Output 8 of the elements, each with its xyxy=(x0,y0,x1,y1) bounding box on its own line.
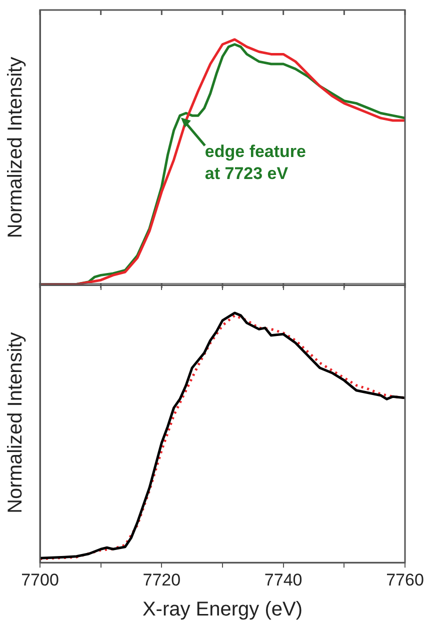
x-tick-label: 7740 xyxy=(264,570,302,590)
x-tick-label: 7760 xyxy=(386,570,424,590)
x-tick-label: 7720 xyxy=(142,570,181,590)
annotation: edge feature at 7723 eV xyxy=(204,142,306,183)
y-axis-title: Normalized Intensity xyxy=(4,332,27,514)
y-axis-title: Normalized Intensity xyxy=(4,56,27,238)
x-axis-title: X-ray Energy (eV) xyxy=(142,598,303,621)
x-tick-label: 7700 xyxy=(21,570,59,590)
